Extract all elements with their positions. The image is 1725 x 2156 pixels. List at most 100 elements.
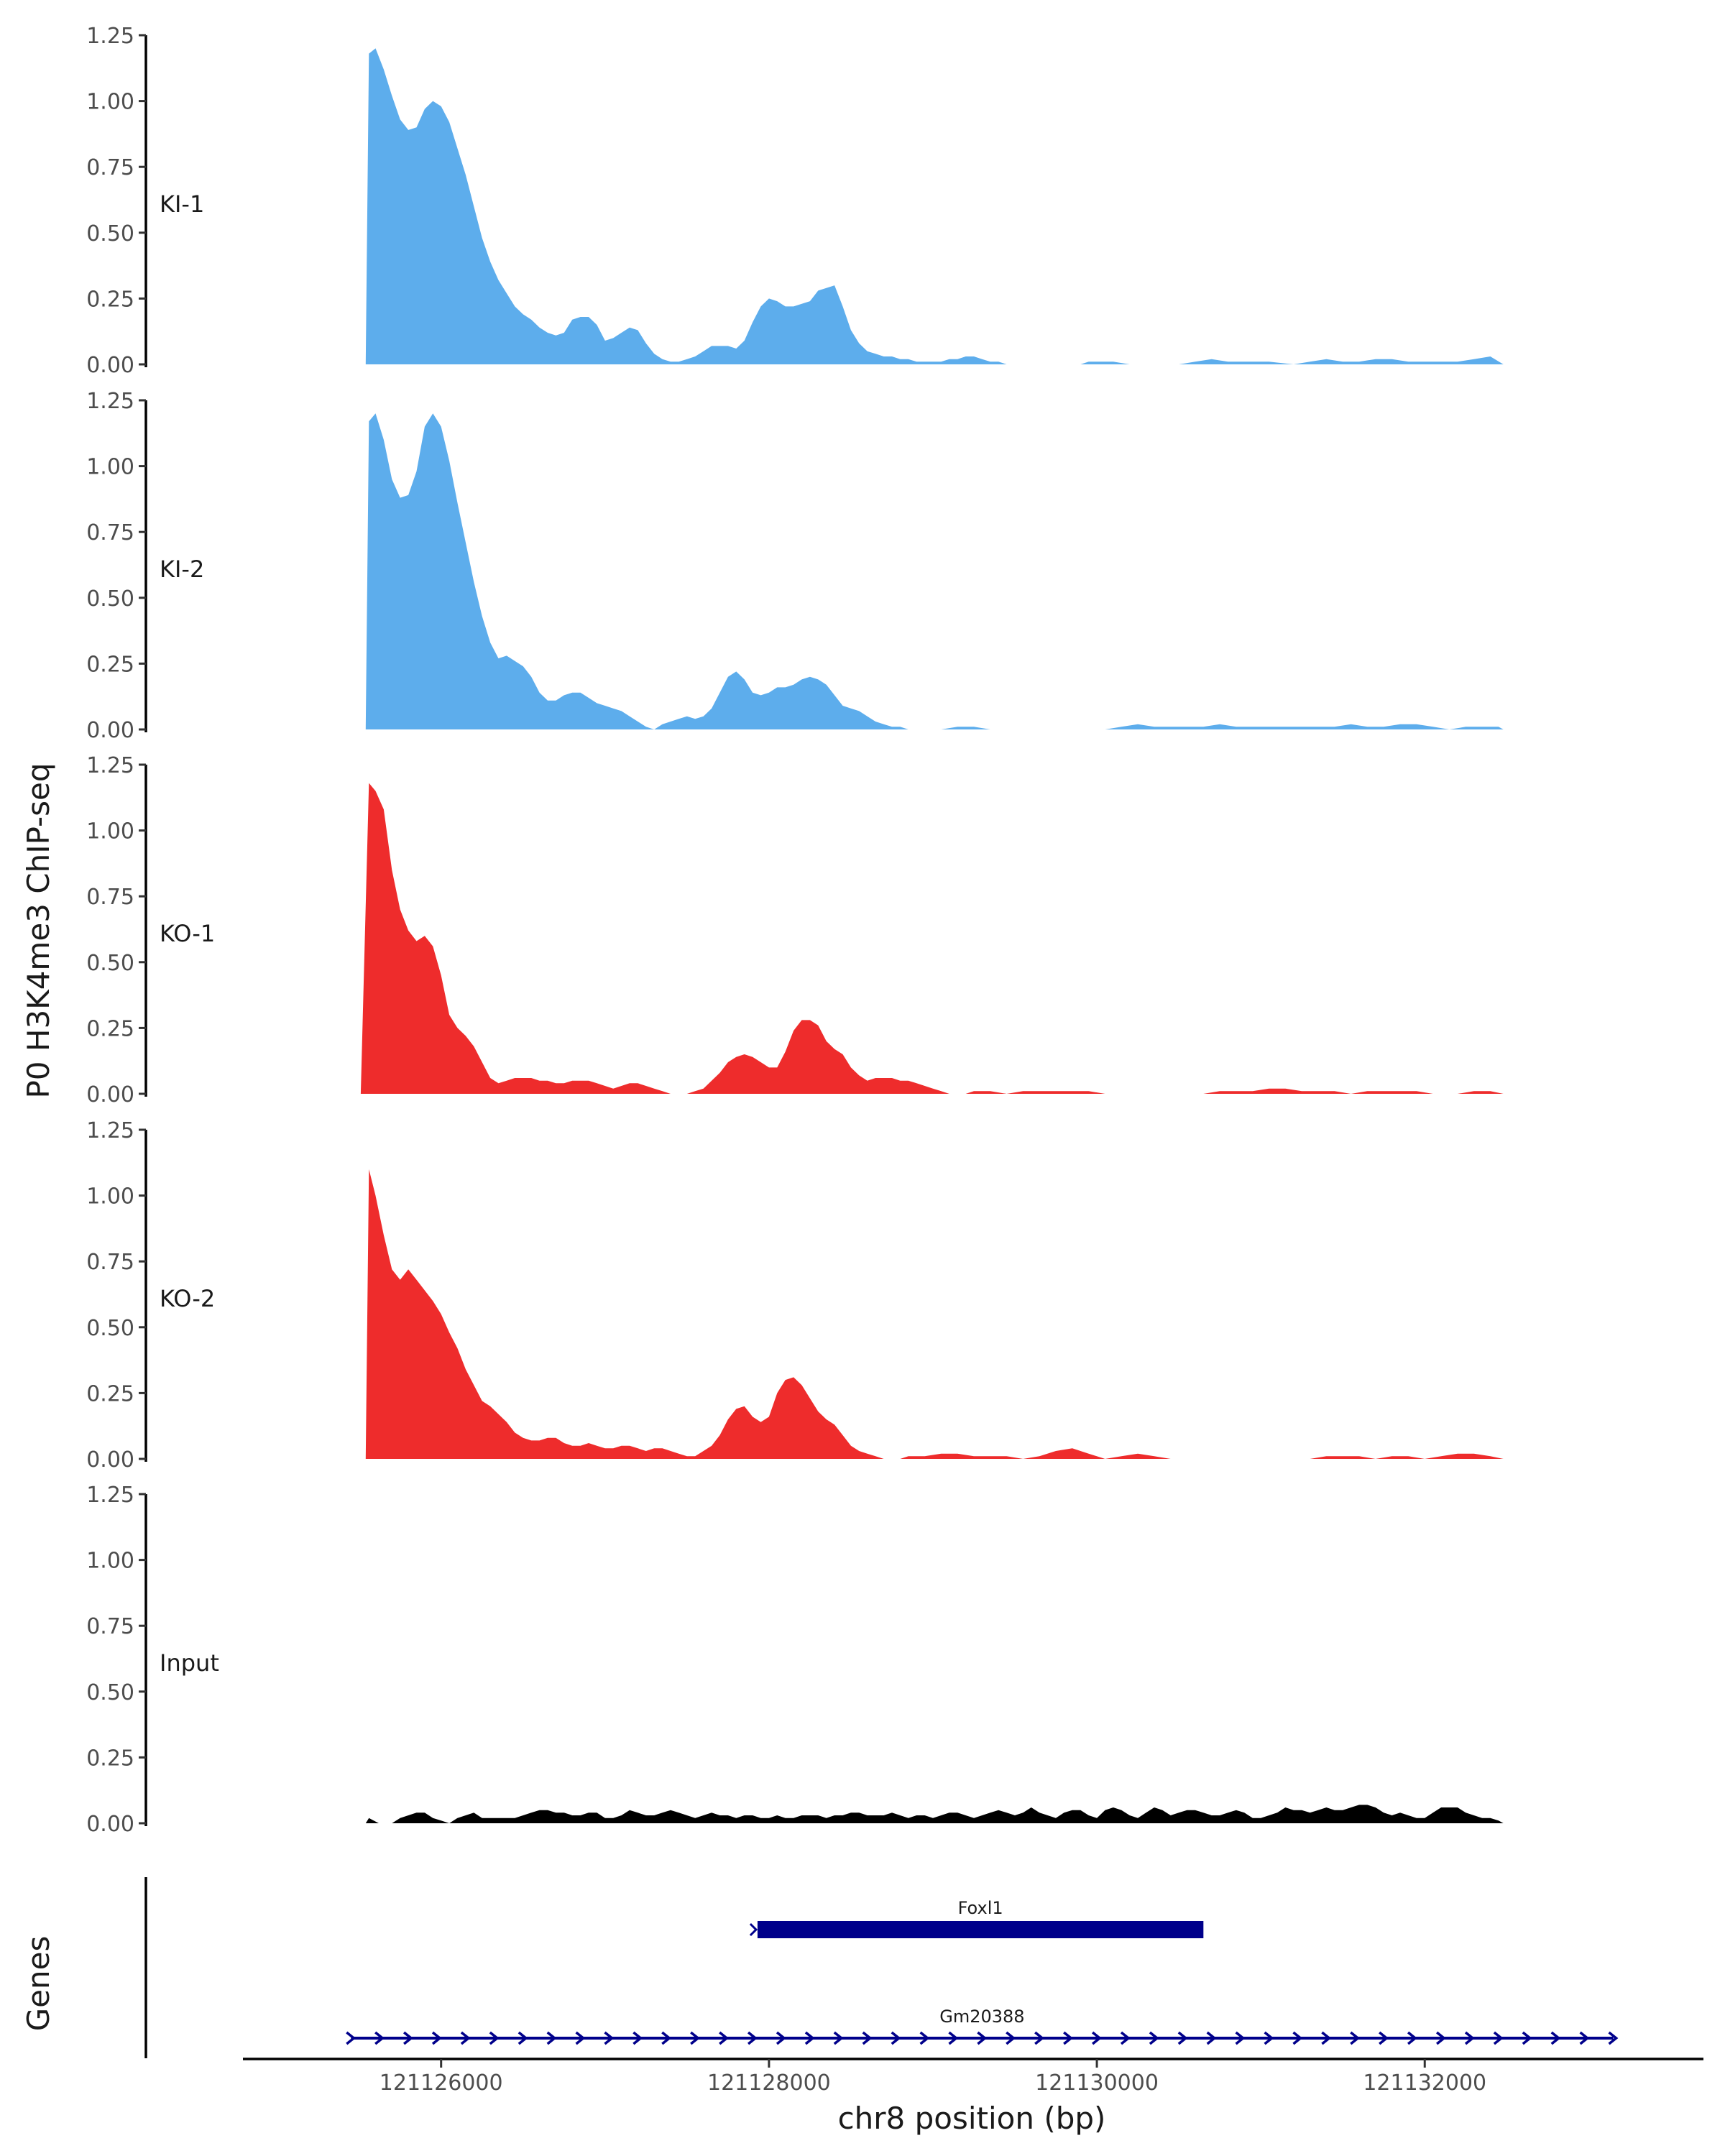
y-tick-label: 0.00: [86, 353, 134, 378]
track-input: 0.00 0.25 0.50 0.75 1.00 1.25 Input: [86, 1483, 1504, 1837]
gene-gm20388: Gm20388: [346, 2007, 1619, 2045]
strand-arrow: [1006, 2031, 1016, 2045]
y-tick-label: 0.00: [86, 718, 134, 743]
strand-arrow: [1407, 2031, 1417, 2045]
strand-arrow: [1092, 2031, 1102, 2045]
strand-arrow: [1292, 2031, 1303, 2045]
track-label: Input: [160, 1649, 219, 1677]
strand-arrow: [518, 2031, 528, 2045]
signal-area-ki-2: [365, 413, 1504, 729]
y-tick-label: 1.25: [86, 389, 134, 414]
strand-arrow: [374, 2031, 385, 2045]
signal-area-ko-2: [365, 1169, 1504, 1459]
y-tick-label: 0.00: [86, 1447, 134, 1473]
gene-exon-block: [757, 1921, 1204, 1938]
gene-label: Foxl1: [958, 1898, 1003, 1918]
strand-arrow: [403, 2031, 413, 2045]
gene-foxl1: Foxl1: [749, 1898, 1204, 1938]
y-tick-label: 0.75: [86, 155, 134, 180]
track-label: KI-1: [160, 190, 204, 218]
strand-arrow: [719, 2031, 730, 2045]
y-tick-label: 0.50: [86, 221, 134, 247]
y-tick-label: 0.00: [86, 1082, 134, 1107]
track-ki-1: 0.00 0.25 0.50 0.75 1.00 1.25 KI-1: [86, 24, 1504, 378]
strand-arrow: [1350, 2031, 1361, 2045]
strand-arrow: [1235, 2031, 1246, 2045]
track-label: KI-2: [160, 556, 204, 583]
strand-arrow: [1522, 2031, 1532, 2045]
signal-area-input: [365, 1805, 1504, 1823]
y-tick-label: 1.00: [86, 455, 134, 480]
strand-arrow: [575, 2031, 586, 2045]
strand-arrow: [749, 1922, 758, 1937]
strand-arrow: [1206, 2031, 1217, 2045]
x-tick-label: 121126000: [380, 2070, 503, 2096]
x-tick-label: 121132000: [1363, 2070, 1486, 2096]
strand-arrow: [1149, 2031, 1159, 2045]
strand-arrow: [632, 2031, 643, 2045]
track-ko-2: 0.00 0.25 0.50 0.75 1.00 1.25 KO-2: [86, 1118, 1504, 1473]
strand-arrow: [891, 2031, 901, 2045]
strand-arrow: [1063, 2031, 1074, 2045]
x-axis-title: chr8 position (bp): [838, 2101, 1106, 2136]
strand-arrow: [919, 2031, 930, 2045]
strand-arrow: [862, 2031, 873, 2045]
y-tick-label: 0.75: [86, 1614, 134, 1639]
y-tick-label: 1.25: [86, 753, 134, 778]
x-tick-label: 121128000: [707, 2070, 831, 2096]
strand-arrow: [460, 2031, 471, 2045]
y-tick-label: 0.25: [86, 287, 134, 312]
y-tick-label: 1.00: [86, 1184, 134, 1210]
y-tick-label: 0.50: [86, 1680, 134, 1705]
strand-arrow: [546, 2031, 557, 2045]
strand-arrow: [1264, 2031, 1274, 2045]
y-tick-label: 0.50: [86, 1316, 134, 1341]
strand-arrow: [1177, 2031, 1188, 2045]
track-label: KO-1: [160, 920, 215, 947]
strand-arrow: [431, 2031, 442, 2045]
y-tick-label: 0.25: [86, 1746, 134, 1771]
y-tick-label: 1.00: [86, 1549, 134, 1574]
strand-arrow: [1436, 2031, 1446, 2045]
track-ko-1: 0.00 0.25 0.50 0.75 1.00 1.25 KO-1: [86, 753, 1504, 1107]
strand-arrow: [346, 2031, 356, 2045]
y-tick-label: 0.25: [86, 1381, 134, 1406]
y-axis-title: P0 H3K4me3 ChIP-seq: [21, 763, 56, 1098]
strand-arrow: [804, 2031, 815, 2045]
track-ki-2: 0.00 0.25 0.50 0.75 1.00 1.25 KI-2: [86, 389, 1504, 743]
y-tick-label: 1.25: [86, 1483, 134, 1508]
signal-area-ki-1: [365, 48, 1504, 365]
strand-arrow: [1579, 2031, 1590, 2045]
strand-arrow: [1034, 2031, 1045, 2045]
y-tick-label: 0.00: [86, 1812, 134, 1837]
y-tick-label: 1.25: [86, 24, 134, 49]
strand-arrow: [1379, 2031, 1389, 2045]
strand-arrow: [776, 2031, 786, 2045]
strand-arrow: [1493, 2031, 1504, 2045]
strand-arrow: [604, 2031, 615, 2045]
strand-arrow: [748, 2031, 758, 2045]
y-tick-label: 1.00: [86, 819, 134, 844]
gene-label: Gm20388: [939, 2007, 1024, 2027]
strand-arrow: [948, 2031, 959, 2045]
track-label: KO-2: [160, 1285, 215, 1312]
strand-arrow: [690, 2031, 701, 2045]
strand-arrow: [1464, 2031, 1475, 2045]
strand-arrow: [1120, 2031, 1131, 2045]
y-tick-label: 1.25: [86, 1118, 134, 1143]
y-tick-label: 0.75: [86, 885, 134, 910]
y-tick-label: 1.00: [86, 90, 134, 115]
y-tick-label: 0.50: [86, 951, 134, 976]
y-tick-label: 0.75: [86, 520, 134, 545]
strand-arrow: [1550, 2031, 1561, 2045]
strand-arrow: [1321, 2031, 1332, 2045]
strand-arrow: [977, 2031, 988, 2045]
strand-arrow: [489, 2031, 500, 2045]
genes-track-title: Genes: [21, 1936, 56, 2032]
strand-arrow: [833, 2031, 844, 2045]
x-tick-label: 121130000: [1035, 2070, 1159, 2096]
signal-area-ko-1: [360, 783, 1504, 1094]
strand-arrow: [1608, 2031, 1619, 2045]
y-tick-label: 0.25: [86, 652, 134, 677]
